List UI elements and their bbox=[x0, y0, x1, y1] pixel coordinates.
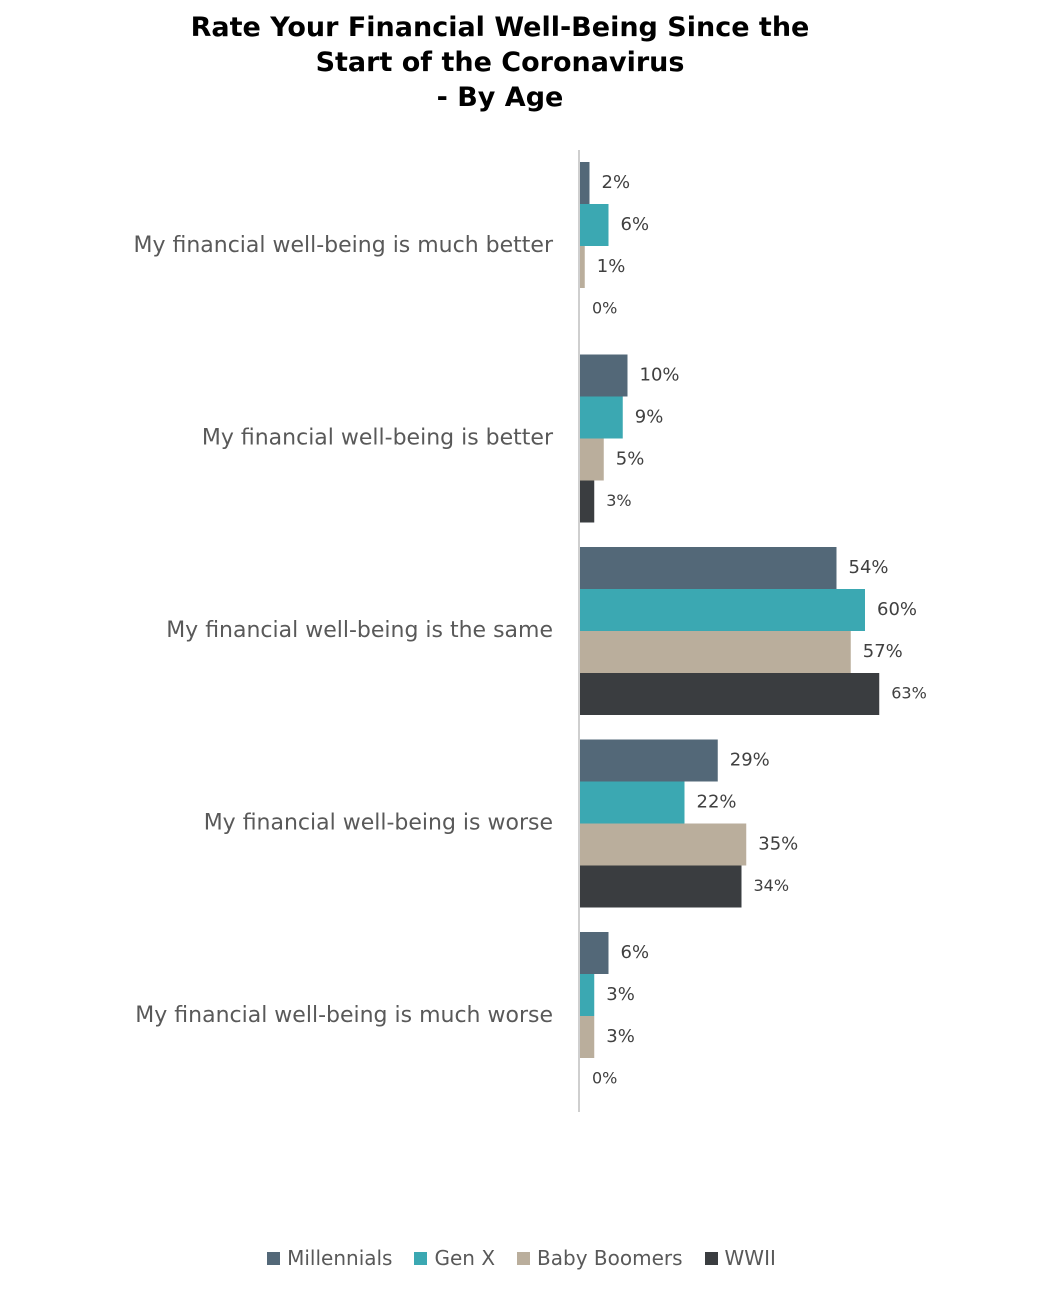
data-label: 29% bbox=[730, 750, 770, 771]
chart-title-line-2: Start of the Coronavirus bbox=[315, 47, 685, 78]
legend-item: Gen X bbox=[414, 1246, 495, 1270]
data-label: 54% bbox=[849, 557, 889, 578]
legend: Millennials Gen X Baby Boomers WWII bbox=[0, 1246, 1043, 1270]
data-label: 22% bbox=[697, 792, 737, 813]
category-label: My financial well-being is worse bbox=[204, 811, 553, 836]
bars-layer bbox=[580, 162, 880, 1058]
data-label: 3% bbox=[606, 1026, 635, 1047]
data-label: 5% bbox=[616, 449, 645, 470]
bar-chart: 2% 6% 1% 0% 10% 9% 5% 3% 54% 60% 57% 63% 29% 22% 35% 34… bbox=[133, 150, 927, 1112]
data-label: 3% bbox=[606, 984, 635, 1005]
legend-label: Gen X bbox=[434, 1246, 496, 1270]
bar bbox=[580, 438, 604, 481]
bar bbox=[580, 932, 609, 974]
bar bbox=[580, 480, 595, 523]
bar bbox=[580, 354, 628, 397]
data-label: 34% bbox=[754, 876, 790, 895]
data-label: 63% bbox=[891, 684, 927, 703]
chart-title-line-1: Rate Your Financial Well-Being Since the bbox=[190, 12, 810, 43]
bar bbox=[580, 739, 718, 782]
bar bbox=[580, 204, 609, 246]
data-label: 2% bbox=[602, 172, 631, 193]
data-label: 6% bbox=[621, 214, 650, 235]
category-labels-layer: My financial well-being is much better My… bbox=[133, 233, 553, 1028]
category-label: My financial well-being is better bbox=[202, 426, 554, 451]
bar bbox=[580, 1016, 595, 1058]
bar bbox=[580, 974, 595, 1016]
data-label: 3% bbox=[606, 491, 631, 510]
data-label: 10% bbox=[640, 365, 680, 386]
bar bbox=[580, 631, 851, 673]
bar bbox=[580, 589, 865, 631]
data-label: 60% bbox=[877, 599, 917, 620]
bar bbox=[580, 865, 742, 908]
legend-item: Baby Boomers bbox=[517, 1246, 683, 1270]
category-label: My financial well-being is much better bbox=[133, 233, 553, 258]
bar bbox=[580, 673, 880, 715]
data-label: 9% bbox=[635, 407, 664, 428]
bar bbox=[580, 396, 623, 439]
bar bbox=[580, 781, 685, 824]
bar bbox=[580, 162, 590, 204]
data-label: 35% bbox=[758, 834, 798, 855]
data-label: 6% bbox=[621, 942, 650, 963]
data-label: 57% bbox=[863, 641, 903, 662]
data-label: 0% bbox=[592, 299, 617, 318]
data-label: 1% bbox=[597, 256, 626, 277]
chart-title-line-3: - By Age bbox=[436, 82, 564, 113]
bar bbox=[580, 547, 837, 589]
legend-swatch bbox=[267, 1251, 281, 1265]
data-label: 0% bbox=[592, 1069, 617, 1088]
chart-title: Rate Your Financial Well-Being Since the… bbox=[0, 10, 1000, 115]
legend-label: Baby Boomers bbox=[537, 1246, 683, 1270]
category-label: My financial well-being is the same bbox=[166, 618, 553, 643]
bar bbox=[580, 246, 585, 288]
legend-swatch bbox=[517, 1251, 531, 1265]
legend-swatch bbox=[704, 1251, 718, 1265]
legend-item: Millennials bbox=[267, 1246, 392, 1270]
legend-label: Millennials bbox=[287, 1246, 393, 1270]
value-labels-layer: 2% 6% 1% 0% 10% 9% 5% 3% 54% 60% 57% 63% 29% 22% 35% 34… bbox=[592, 172, 927, 1088]
legend-swatch bbox=[414, 1251, 428, 1265]
bar bbox=[580, 823, 747, 866]
legend-label: WWII bbox=[724, 1246, 776, 1270]
category-label: My financial well-being is much worse bbox=[135, 1003, 553, 1028]
legend-item: WWII bbox=[704, 1246, 776, 1270]
